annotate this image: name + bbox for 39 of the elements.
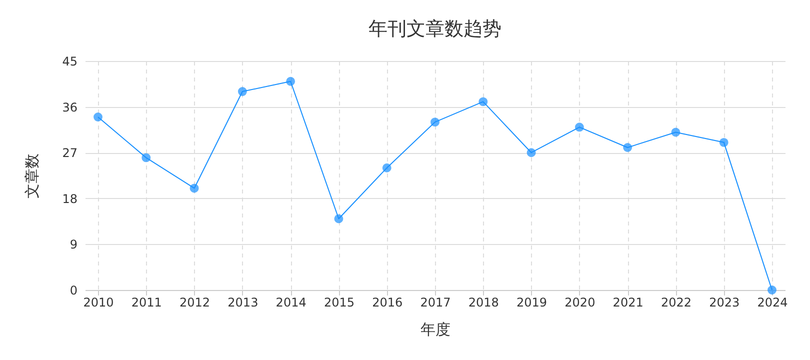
point bbox=[526, 148, 536, 158]
y-axis-title: 文章数 bbox=[23, 154, 42, 198]
x-tick-label: 2013 bbox=[228, 296, 258, 310]
point bbox=[238, 87, 247, 96]
point bbox=[334, 214, 344, 224]
point bbox=[382, 163, 392, 172]
x-tick-label: 2012 bbox=[180, 296, 210, 310]
x-tick-label: 2019 bbox=[516, 296, 548, 310]
point bbox=[142, 153, 151, 162]
y-tick-label: 0 bbox=[70, 284, 78, 298]
chart-title: 年刊文章数趋势 bbox=[368, 18, 502, 40]
y-tick-label: 18 bbox=[62, 192, 78, 206]
point bbox=[671, 128, 680, 137]
x-tick-label: 2016 bbox=[372, 296, 403, 310]
x-axis-title: 年度 bbox=[420, 320, 450, 338]
x-tick-label: 2011 bbox=[131, 296, 162, 310]
point bbox=[94, 112, 102, 122]
point bbox=[190, 184, 199, 193]
point bbox=[768, 286, 776, 294]
x-tick-label: 2018 bbox=[468, 296, 499, 310]
x-tick-label: 2021 bbox=[612, 296, 644, 310]
x-tick-label: 2023 bbox=[709, 296, 740, 310]
point bbox=[574, 122, 584, 132]
x-tick-label: 2010 bbox=[83, 296, 114, 310]
point bbox=[286, 76, 296, 86]
x-tick-label: 2024 bbox=[757, 296, 788, 310]
x-tick-label: 2014 bbox=[276, 296, 306, 310]
point bbox=[623, 143, 632, 152]
x-tick-label: 2020 bbox=[564, 296, 596, 310]
x-tick-label: 2017 bbox=[420, 296, 451, 310]
x-tick-label: 2022 bbox=[660, 296, 692, 310]
y-tick-label: 45 bbox=[62, 54, 78, 68]
y-tick-label: 36 bbox=[62, 100, 78, 114]
point bbox=[478, 97, 488, 106]
point bbox=[430, 118, 440, 127]
x-tick-label: 2015 bbox=[324, 296, 354, 310]
y-tick-label: 27 bbox=[62, 146, 78, 160]
point bbox=[719, 138, 728, 147]
y-tick-label: 9 bbox=[70, 238, 78, 252]
